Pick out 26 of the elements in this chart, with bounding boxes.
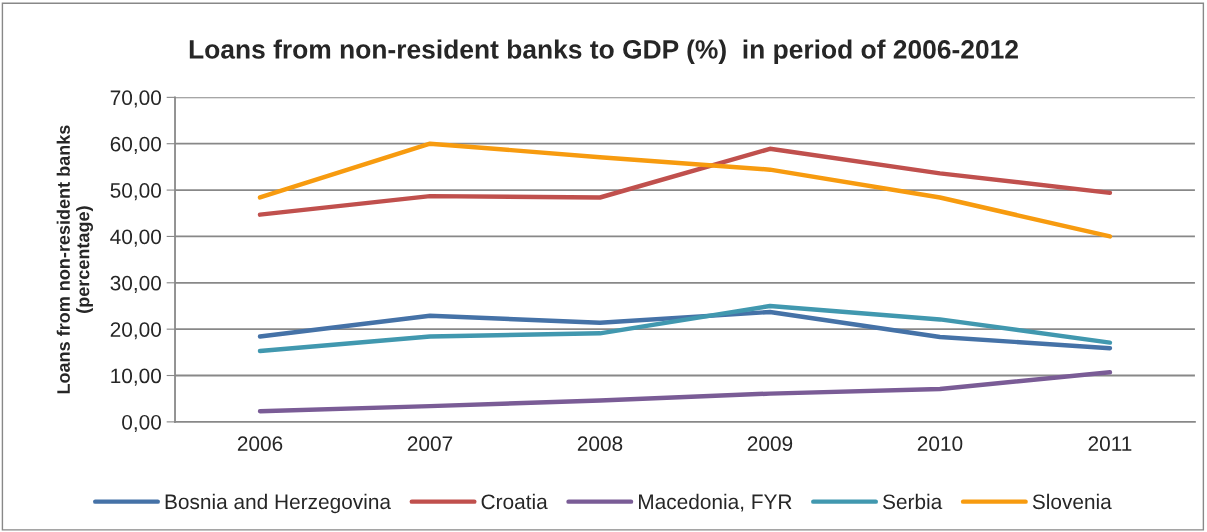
line-series bbox=[257, 146, 1113, 217]
y-tick-label: 60,00 bbox=[110, 136, 162, 154]
x-tick-label: 2007 bbox=[407, 436, 453, 452]
y-tick-label: 20,00 bbox=[110, 322, 162, 340]
line-series bbox=[257, 303, 1113, 354]
x-tick-label: 2008 bbox=[577, 436, 623, 452]
legend-label: Bosnia and Herzegovina bbox=[165, 493, 391, 514]
x-tick-label: 2006 bbox=[237, 436, 283, 452]
legend-label: Slovenia bbox=[1032, 493, 1112, 510]
y-tick-label: 10,00 bbox=[111, 368, 162, 386]
y-tick-label: 50,00 bbox=[110, 183, 162, 201]
y-tick-label: 70,00 bbox=[110, 90, 162, 108]
legend-label: Macedonia, FYR bbox=[639, 493, 792, 512]
y-axis-title: Loans from non-resident banks (percentage) bbox=[56, 125, 94, 394]
legend-label: Croatia bbox=[481, 493, 548, 510]
legend-label: Serbia bbox=[882, 493, 943, 510]
chart-title: Loans from non-resident banks to GDP (%) in period of 2006-2012 bbox=[189, 39, 1018, 64]
x-tick-label: 2011 bbox=[1088, 436, 1132, 452]
line-series bbox=[257, 309, 1113, 351]
line-series bbox=[257, 370, 1113, 414]
line-series bbox=[257, 141, 1113, 239]
y-tick-label: 30,00 bbox=[110, 275, 162, 294]
x-tick-label: 2010 bbox=[917, 436, 963, 452]
x-tick-label: 2009 bbox=[747, 436, 793, 452]
y-tick-label: 40,00 bbox=[110, 229, 162, 247]
y-tick-label: 0,00 bbox=[122, 414, 162, 433]
